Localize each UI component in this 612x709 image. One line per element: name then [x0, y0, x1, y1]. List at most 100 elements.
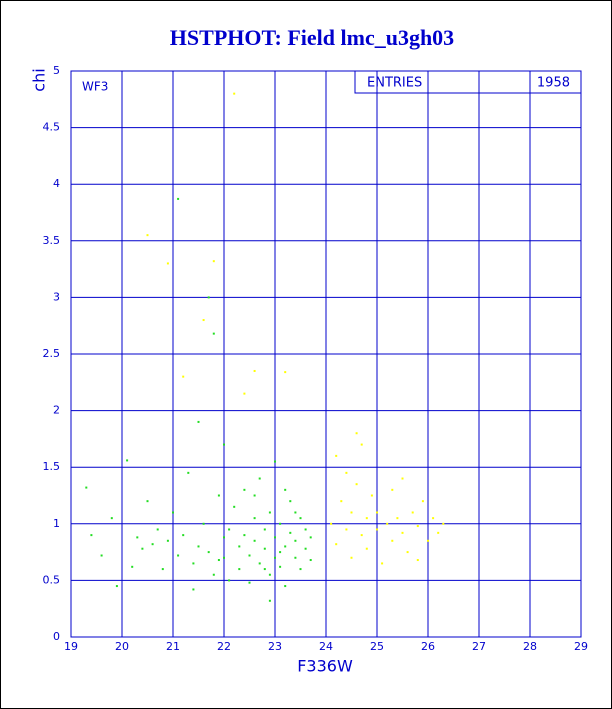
point [284, 371, 287, 374]
point [233, 92, 236, 95]
y-tick-label: 2.5 [43, 347, 61, 360]
point [279, 565, 282, 568]
point [243, 488, 246, 491]
point [391, 488, 394, 491]
point [263, 568, 266, 571]
point [376, 511, 378, 514]
point [396, 517, 399, 520]
point [207, 551, 210, 554]
x-tick-label: 28 [523, 640, 537, 653]
x-tick-label: 25 [370, 640, 384, 653]
x-tick-label: 26 [421, 640, 435, 653]
point [386, 522, 389, 525]
point [217, 494, 220, 497]
x-tick-label: 20 [115, 640, 129, 653]
point [365, 547, 368, 550]
point [161, 568, 164, 571]
point [177, 197, 180, 200]
point [304, 528, 307, 531]
point [335, 454, 338, 457]
point [136, 536, 139, 539]
point [294, 539, 297, 542]
y-tick-label: 5 [53, 64, 60, 77]
point [115, 585, 118, 588]
point [166, 539, 169, 542]
point [248, 554, 251, 557]
y-tick-label: 2 [53, 404, 60, 417]
y-tick-label: 3 [53, 290, 60, 303]
point [223, 536, 225, 539]
y-axis-label: chi [30, 68, 49, 91]
point [207, 296, 210, 299]
point [411, 511, 414, 514]
point [146, 234, 149, 237]
point [350, 556, 353, 559]
point [238, 545, 241, 548]
point [192, 562, 195, 565]
x-tick-label: 24 [319, 640, 333, 653]
point [294, 556, 297, 559]
point [268, 573, 271, 576]
point [146, 500, 149, 503]
point [284, 545, 287, 548]
point [360, 534, 363, 537]
point [253, 369, 256, 372]
point [156, 528, 159, 531]
point [212, 260, 215, 263]
point [355, 483, 358, 486]
point [274, 536, 276, 539]
point [406, 551, 409, 554]
point [350, 511, 353, 514]
point [223, 556, 225, 559]
point [263, 528, 266, 531]
point [289, 531, 292, 534]
stats-value: 1958 [537, 76, 570, 91]
point [253, 517, 256, 520]
point [243, 392, 246, 395]
point [100, 554, 103, 557]
x-axis-label: F336W [297, 657, 353, 676]
point [335, 543, 338, 546]
x-tick-label: 23 [268, 640, 282, 653]
y-tick-label: 4.5 [43, 121, 61, 134]
chart-title: HSTPHOT: Field lmc_u3gh03 [170, 25, 454, 50]
point [177, 554, 180, 557]
point [217, 559, 220, 562]
point [223, 443, 225, 446]
point [421, 500, 424, 503]
point [274, 556, 276, 559]
point [253, 494, 256, 497]
point [253, 539, 256, 542]
point [141, 547, 144, 550]
y-tick-label: 1.5 [43, 460, 61, 473]
y-tick-label: 0 [53, 630, 60, 643]
point [166, 262, 169, 265]
y-tick-label: 4 [53, 177, 60, 190]
point [376, 528, 378, 531]
point [248, 581, 251, 584]
point [268, 599, 271, 602]
point [416, 559, 419, 562]
point [330, 522, 333, 525]
point [427, 539, 429, 542]
point [340, 500, 343, 503]
point [182, 534, 185, 537]
point [309, 559, 312, 562]
point [416, 525, 419, 528]
point [228, 579, 231, 582]
point [274, 460, 276, 463]
point [432, 517, 435, 520]
point [437, 531, 440, 534]
x-tick-label: 29 [574, 640, 588, 653]
annotation: WF3 [82, 80, 108, 94]
point [172, 511, 174, 514]
point [268, 511, 271, 514]
point [284, 585, 287, 588]
point [243, 534, 246, 537]
point [309, 536, 312, 539]
point [345, 471, 348, 474]
point [182, 375, 185, 378]
stats-label: ENTRIES [367, 76, 422, 91]
x-tick-label: 19 [64, 640, 78, 653]
